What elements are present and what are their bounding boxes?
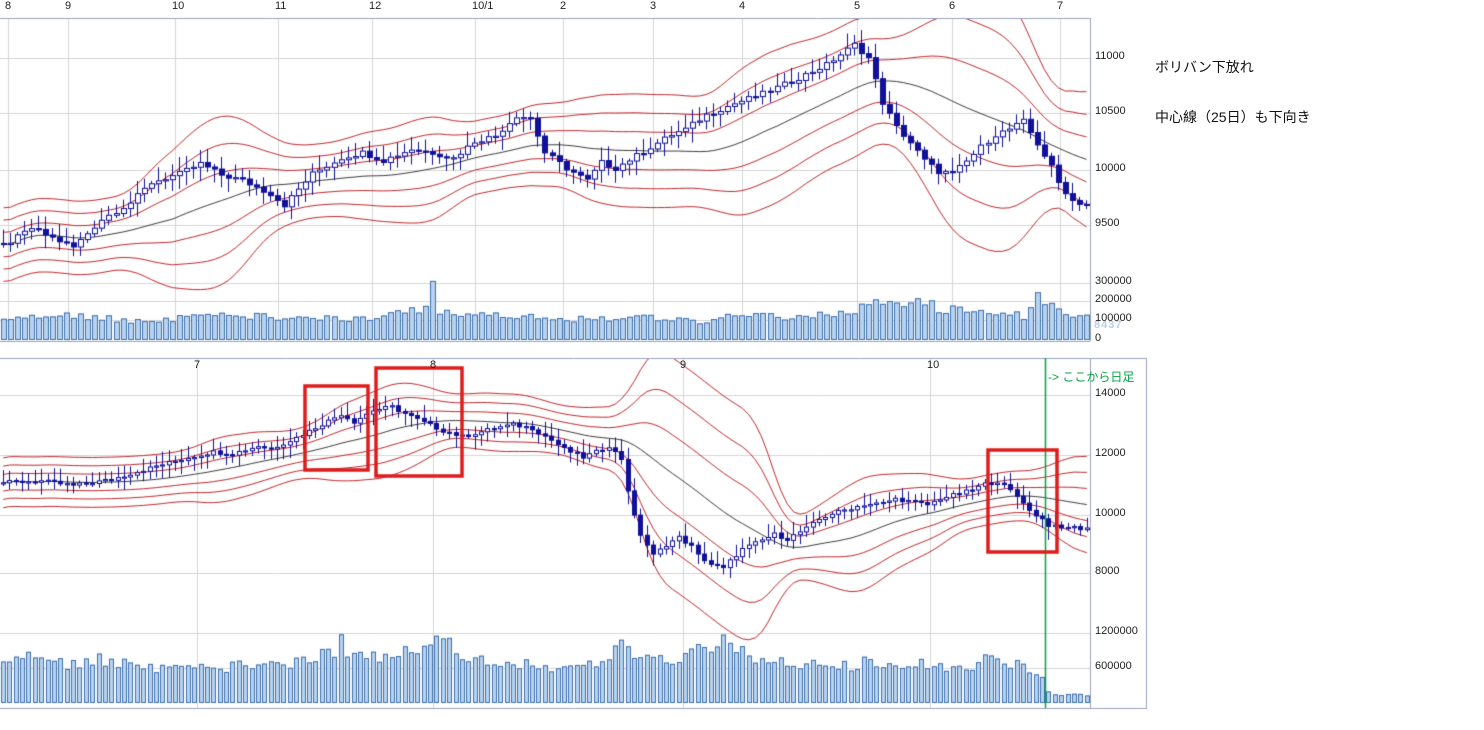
x-axis-tick-label: 10 xyxy=(927,359,940,371)
x-axis-tick-label: 12 xyxy=(369,0,382,12)
price-axis-tick-label: 12000 xyxy=(1095,447,1126,459)
volume-axis-tick-label: 1200000 xyxy=(1095,625,1138,637)
price-axis-tick-label: 10500 xyxy=(1095,105,1126,117)
x-axis-tick-label: 3 xyxy=(650,0,657,12)
x-axis-tick-label: 9 xyxy=(680,359,687,371)
volume-axis-tick-label: 100000 xyxy=(1095,312,1132,324)
daily-candlestick-chart[interactable] xyxy=(0,355,1148,710)
price-axis-tick-label: 14000 xyxy=(1095,387,1126,399)
x-axis-tick-label: 2 xyxy=(560,0,567,12)
volume-axis-tick-label: 0 xyxy=(1095,332,1102,344)
x-axis-tick-label: 10 xyxy=(172,0,185,12)
weekly-candlestick-chart[interactable] xyxy=(0,0,1148,352)
price-axis-tick-label: 11000 xyxy=(1095,50,1125,62)
volume-axis-tick-label: 600000 xyxy=(1095,660,1132,672)
price-axis-tick-label: 8000 xyxy=(1095,565,1120,577)
x-axis-tick-label: 7 xyxy=(1057,0,1064,12)
x-axis-tick-label: 9 xyxy=(65,0,72,12)
x-axis-tick-label: 7 xyxy=(194,359,201,371)
stock-code-watermark: 8437 xyxy=(1094,319,1123,331)
annotation-centerline-down: 中心線（25日）も下向き xyxy=(1155,109,1311,125)
x-axis-tick-label: 4 xyxy=(739,0,746,12)
annotation-bollinger-breakdown: ボリバン下放れ xyxy=(1155,59,1254,75)
x-axis-tick-label: 5 xyxy=(854,0,861,12)
volume-axis-tick-label: 300000 xyxy=(1095,275,1132,287)
price-axis-tick-label: 9500 xyxy=(1095,217,1120,229)
x-axis-tick-label: 8 xyxy=(5,0,12,12)
daily-start-marker-label: -> ここから日足 xyxy=(1048,370,1135,384)
x-axis-tick-label: 8 xyxy=(430,359,437,371)
x-axis-tick-label: 10/1 xyxy=(472,0,494,12)
price-axis-tick-label: 10000 xyxy=(1095,507,1126,519)
x-axis-tick-label: 11 xyxy=(275,0,287,12)
volume-axis-tick-label: 200000 xyxy=(1095,293,1132,305)
x-axis-tick-label: 6 xyxy=(949,0,956,12)
price-axis-tick-label: 10000 xyxy=(1095,162,1126,174)
